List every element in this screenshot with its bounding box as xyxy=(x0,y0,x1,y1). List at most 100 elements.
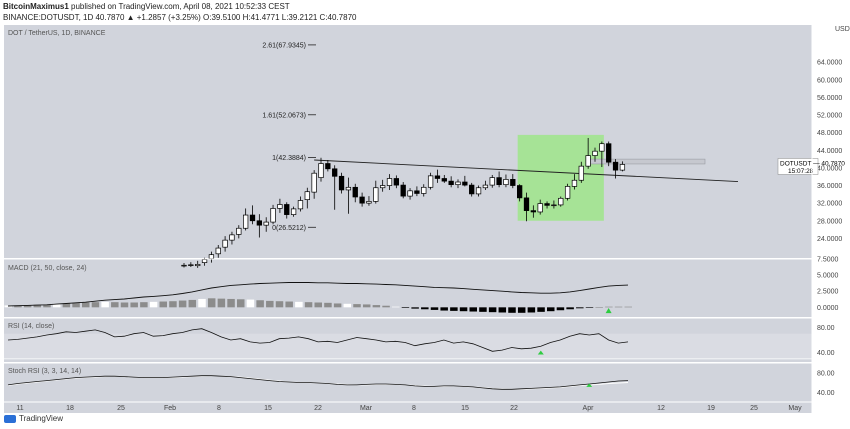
candle-body xyxy=(270,208,276,223)
candle xyxy=(325,159,331,172)
macd-histogram-bar xyxy=(576,307,584,309)
candle-body xyxy=(181,264,187,267)
candle xyxy=(619,161,626,172)
macd-histogram-bar xyxy=(498,307,507,313)
candle xyxy=(243,208,249,231)
time-tick-label: 18 xyxy=(66,405,74,412)
macd-histogram-bar xyxy=(111,302,119,308)
macd-histogram-bar xyxy=(527,307,536,313)
candle xyxy=(407,188,413,200)
publish-info: BitcoinMaximus1 published on TradingView… xyxy=(3,2,290,11)
candle xyxy=(366,196,372,206)
candle-body xyxy=(297,200,304,210)
candle xyxy=(249,205,256,225)
candle xyxy=(571,174,578,190)
time-tick-label: Apr xyxy=(583,405,595,412)
rsi-line xyxy=(7,328,629,352)
candle-body xyxy=(585,155,591,167)
candle-body xyxy=(188,264,194,266)
rsi-band xyxy=(4,333,812,359)
time-tick-label: 8 xyxy=(217,405,221,412)
candle xyxy=(606,141,612,167)
candle-body xyxy=(551,204,557,207)
candle-body xyxy=(318,163,324,178)
candle-body xyxy=(475,187,482,195)
price-tick-label: 44.0000 xyxy=(817,148,842,155)
candle-body xyxy=(510,179,516,186)
candle-body xyxy=(386,178,393,186)
candle xyxy=(462,175,468,187)
candle-body xyxy=(208,254,215,259)
candle xyxy=(530,205,536,218)
symbol-line: BINANCE:DOTUSDT, 1D xyxy=(3,13,94,22)
candle xyxy=(304,187,310,209)
candle-body xyxy=(249,214,256,222)
candle xyxy=(393,175,399,189)
candle xyxy=(551,200,557,209)
candle xyxy=(345,177,352,214)
candle-body xyxy=(592,150,598,156)
candle-body xyxy=(229,234,235,241)
stoch-label: Stoch RSI (3, 3, 14, 14) xyxy=(8,368,81,375)
candle-body xyxy=(359,196,365,204)
price-axis-unit: USDT xyxy=(835,26,850,33)
macd-label: MACD (21, 50, close, 24) xyxy=(8,265,87,272)
rsi-tick-label: 80.00 xyxy=(817,325,835,332)
time-tick-label: 15 xyxy=(264,405,272,412)
candle xyxy=(544,201,550,209)
macd-histogram-bar xyxy=(566,307,574,310)
macd-histogram-bar xyxy=(459,307,468,312)
candle xyxy=(585,137,591,169)
candle xyxy=(236,225,242,239)
time-tick-label: 8 xyxy=(412,405,416,412)
candle xyxy=(592,147,598,162)
chart-canvas: 64.0000 60.0000 56.0000 52.0000 48.0000 44.00… xyxy=(4,25,850,413)
candle-body xyxy=(414,190,420,194)
time-tick-label: Feb xyxy=(164,405,176,412)
price-tick-label: 32.0000 xyxy=(817,201,842,208)
candle xyxy=(270,204,276,225)
candle xyxy=(290,206,297,217)
highlight-zone xyxy=(517,134,604,221)
macd-histogram-bar xyxy=(595,307,603,308)
candle-body xyxy=(277,204,283,209)
macd-histogram-bar xyxy=(130,302,138,308)
candle xyxy=(448,176,454,188)
macd-histogram-bar xyxy=(614,306,623,308)
price-tick-label: 52.0000 xyxy=(817,113,842,120)
macd-histogram-bar xyxy=(227,298,235,308)
last-price-text: DOTUSDT — 40.7870 xyxy=(780,160,845,167)
price-tick-label: 24.0000 xyxy=(817,236,842,243)
candle-body xyxy=(619,164,626,171)
time-tick-label: 12 xyxy=(657,405,665,412)
candle-body xyxy=(606,143,612,163)
macd-histogram-bar xyxy=(372,305,381,308)
candle xyxy=(263,217,269,232)
macd-histogram-bar xyxy=(605,306,613,308)
candle-body xyxy=(537,203,543,213)
candle xyxy=(441,174,447,183)
fib-level-label: 1.61(52.0673) xyxy=(262,112,306,119)
candle xyxy=(332,165,338,210)
macd-histogram-bar xyxy=(149,301,158,308)
macd-histogram-bar xyxy=(343,303,352,308)
candle xyxy=(318,157,324,182)
candle xyxy=(516,184,523,202)
pane-macd xyxy=(4,259,812,317)
macd-tick-label: 7.5000 xyxy=(817,257,839,264)
macd-histogram-bar xyxy=(43,304,51,308)
candle xyxy=(510,174,516,189)
candle xyxy=(188,262,194,268)
candle-body xyxy=(427,175,434,188)
time-tick-label: May xyxy=(788,405,802,412)
candle-body xyxy=(407,190,413,197)
candle xyxy=(523,192,530,222)
stoch-k-line xyxy=(7,375,629,390)
rsi-signal-arrow xyxy=(537,350,544,355)
candle-body xyxy=(290,208,297,215)
candle-body xyxy=(489,177,495,186)
candle-body xyxy=(571,179,578,187)
candle-body xyxy=(530,210,536,213)
candle-body xyxy=(243,214,249,229)
candle xyxy=(284,202,290,219)
